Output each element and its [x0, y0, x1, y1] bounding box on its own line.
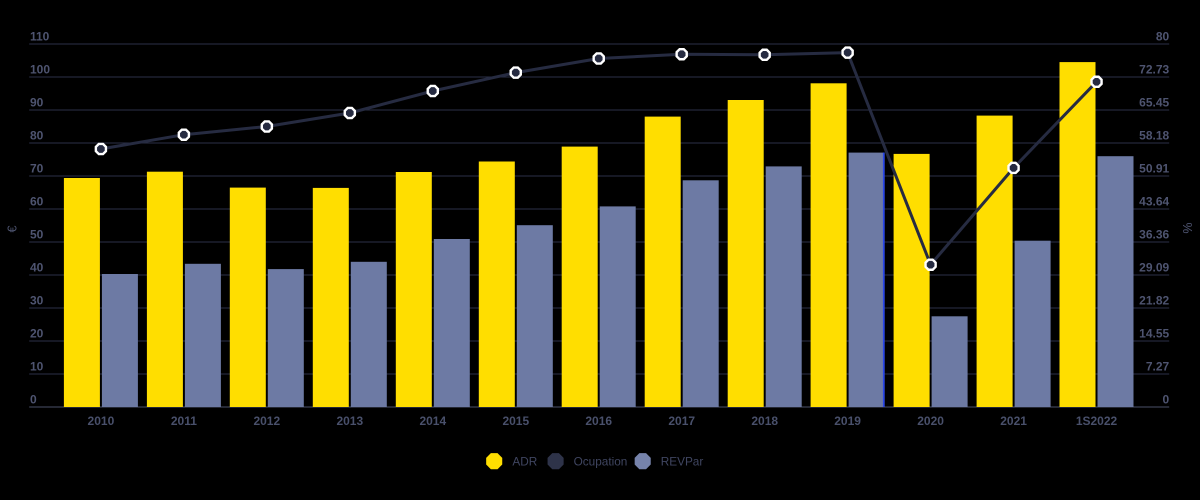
svg-text:43.64: 43.64 [1139, 194, 1169, 208]
svg-text:2019: 2019 [834, 414, 861, 428]
svg-text:40: 40 [30, 260, 44, 274]
svg-text:2012: 2012 [253, 414, 280, 428]
svg-text:2016: 2016 [585, 414, 612, 428]
svg-text:90: 90 [30, 95, 44, 109]
svg-text:60: 60 [30, 194, 44, 208]
svg-text:100: 100 [30, 62, 50, 76]
svg-text:2014: 2014 [419, 414, 446, 428]
svg-text:2013: 2013 [336, 414, 363, 428]
svg-text:50.91: 50.91 [1139, 161, 1169, 175]
svg-text:80: 80 [1156, 29, 1170, 43]
svg-text:80: 80 [30, 128, 44, 142]
svg-text:1S2022: 1S2022 [1076, 414, 1118, 428]
svg-text:50: 50 [30, 227, 44, 241]
svg-text:7.27: 7.27 [1146, 359, 1170, 373]
svg-text:10: 10 [30, 359, 44, 373]
svg-text:72.73: 72.73 [1139, 62, 1169, 76]
svg-text:110: 110 [30, 29, 50, 43]
svg-text:2020: 2020 [917, 414, 944, 428]
svg-text:2021: 2021 [1000, 414, 1027, 428]
svg-text:REVPar: REVPar [661, 455, 704, 469]
svg-text:20: 20 [30, 326, 44, 340]
svg-text:14.55: 14.55 [1139, 326, 1169, 340]
svg-text:2017: 2017 [668, 414, 695, 428]
svg-text:0: 0 [1163, 392, 1170, 406]
svg-text:ADR: ADR [512, 455, 537, 469]
svg-text:70: 70 [30, 161, 44, 175]
svg-text:29.09: 29.09 [1139, 260, 1169, 274]
svg-text:2018: 2018 [751, 414, 778, 428]
svg-text:30: 30 [30, 293, 44, 307]
svg-text:58.18: 58.18 [1139, 128, 1169, 142]
svg-text:Ocupation: Ocupation [574, 455, 628, 469]
svg-text:36.36: 36.36 [1139, 227, 1169, 241]
svg-text:0: 0 [30, 392, 37, 406]
svg-text:%: % [1180, 222, 1194, 233]
svg-text:€: € [6, 225, 20, 232]
svg-text:21.82: 21.82 [1139, 293, 1169, 307]
svg-text:65.45: 65.45 [1139, 95, 1169, 109]
svg-text:2015: 2015 [502, 414, 529, 428]
svg-text:2010: 2010 [88, 414, 115, 428]
svg-text:2011: 2011 [171, 414, 197, 428]
